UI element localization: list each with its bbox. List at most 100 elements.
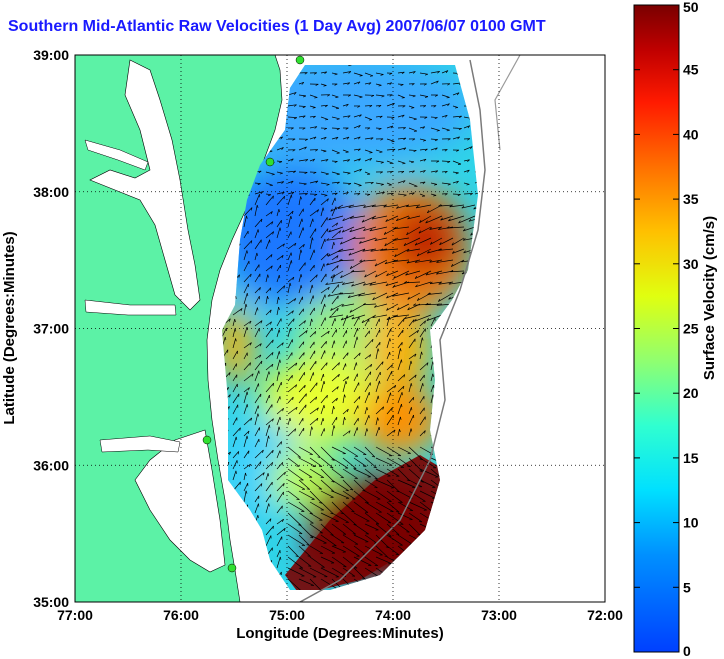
velocity-arrow <box>353 136 361 140</box>
velocity-arrow-head <box>311 426 313 430</box>
velocity-arrow <box>419 158 427 162</box>
velocity-arrow-head <box>446 226 450 229</box>
velocity-arrow <box>265 193 272 196</box>
velocity-arrow-head <box>462 238 466 241</box>
velocity-arrow-head <box>323 405 325 409</box>
velocity-arrow-head <box>370 182 374 185</box>
velocity-arrow-head <box>281 191 285 195</box>
velocity-arrow-head <box>419 219 422 223</box>
velocity-arrow-head <box>362 489 366 492</box>
velocity-arrow <box>353 72 363 76</box>
velocity-arrow-head <box>306 544 310 546</box>
velocity-arrow <box>243 303 247 316</box>
velocity-arrow <box>232 404 239 415</box>
velocity-arrow <box>276 296 279 305</box>
velocity-arrow-head <box>327 286 330 290</box>
velocity-arrow-head <box>340 317 344 321</box>
velocity-arrow <box>342 468 358 479</box>
velocity-arrow-head <box>402 127 406 130</box>
velocity-arrow <box>298 427 305 437</box>
velocity-arrow-head <box>362 249 366 252</box>
velocity-arrow <box>425 270 443 276</box>
velocity-arrow-head <box>303 244 305 248</box>
velocity-arrow <box>407 292 421 300</box>
colorbar-tick-labels: 0 5 10 15 20 25 30 35 40 45 50 <box>634 0 699 659</box>
velocity-arrow <box>331 501 344 515</box>
velocity-arrow <box>408 407 412 415</box>
velocity-arrow-head <box>433 184 438 186</box>
velocity-arrow <box>331 206 337 217</box>
velocity-arrow-head <box>379 151 383 153</box>
velocity-arrow-head <box>458 128 462 131</box>
velocity-arrow-head <box>396 206 399 209</box>
velocity-arrow <box>320 83 327 86</box>
velocity-arrow <box>359 259 377 262</box>
velocity-arrow <box>397 329 404 338</box>
velocity-arrow <box>408 512 423 523</box>
velocity-arrow-head <box>326 184 330 186</box>
velocity-arrow <box>265 394 270 404</box>
velocity-arrow-head <box>257 307 259 311</box>
velocity-arrow-head <box>380 248 384 251</box>
colorbar-tick-label: 35 <box>683 191 699 207</box>
velocity-arrow-head <box>291 210 294 215</box>
velocity-arrow-head <box>429 281 433 285</box>
velocity-arrow <box>342 191 349 195</box>
velocity-arrow-head <box>291 260 293 264</box>
velocity-arrow <box>331 318 336 327</box>
velocity-arrow <box>232 374 238 382</box>
x-axis-label: Longitude (Degrees:Minutes) <box>236 625 444 642</box>
velocity-arrow <box>287 479 306 490</box>
velocity-arrow <box>287 116 297 118</box>
velocity-arrow-head <box>410 428 413 432</box>
velocity-arrow <box>276 527 286 536</box>
velocity-arrow <box>385 215 399 222</box>
velocity-arrow-head <box>413 303 417 306</box>
velocity-arrow <box>320 193 328 196</box>
velocity-arrow-head <box>470 232 473 236</box>
velocity-arrow-head <box>259 354 262 358</box>
velocity-arrow <box>386 468 400 477</box>
velocity-arrow-head <box>246 391 249 395</box>
velocity-arrow <box>320 534 337 547</box>
velocity-arrow-head <box>280 441 282 445</box>
velocity-arrow-head <box>333 406 335 410</box>
velocity-arrow <box>353 352 361 360</box>
velocity-arrow <box>287 428 297 437</box>
velocity-arrow-head <box>278 275 281 279</box>
velocity-arrow <box>408 160 415 163</box>
velocity-arrow <box>265 473 269 481</box>
velocity-arrow-head <box>421 337 424 341</box>
velocity-arrow <box>309 274 318 283</box>
velocity-arrow <box>287 252 292 261</box>
velocity-arrow <box>438 292 454 302</box>
velocity-arrow-head <box>234 328 237 332</box>
velocity-arrow <box>243 391 248 404</box>
velocity-arrow-head <box>281 342 284 346</box>
velocity-arrow <box>331 406 334 415</box>
velocity-arrow-head <box>292 396 294 401</box>
velocity-arrow <box>331 192 338 195</box>
velocity-arrow-head <box>457 194 461 197</box>
velocity-arrow <box>364 149 373 153</box>
velocity-arrow-head <box>245 490 248 494</box>
velocity-arrow <box>254 191 264 195</box>
velocity-arrow <box>331 545 346 553</box>
velocity-arrow-head <box>351 283 354 287</box>
velocity-arrow <box>309 237 313 250</box>
velocity-arrow <box>353 501 369 513</box>
velocity-arrow <box>392 259 410 262</box>
velocity-arrow <box>320 263 325 272</box>
velocity-arrow-head <box>283 483 285 487</box>
velocity-arrow <box>276 351 280 360</box>
velocity-arrow <box>254 405 259 415</box>
velocity-arrow-head <box>440 217 443 221</box>
velocity-arrow-head <box>326 362 328 366</box>
velocity-arrow-head <box>432 373 434 377</box>
velocity-arrow-head <box>294 428 297 432</box>
velocity-arrow-head <box>228 406 230 410</box>
velocity-arrow <box>371 215 388 220</box>
velocity-arrow <box>287 512 302 526</box>
velocity-arrow <box>425 215 443 224</box>
velocity-arrow <box>254 320 263 327</box>
